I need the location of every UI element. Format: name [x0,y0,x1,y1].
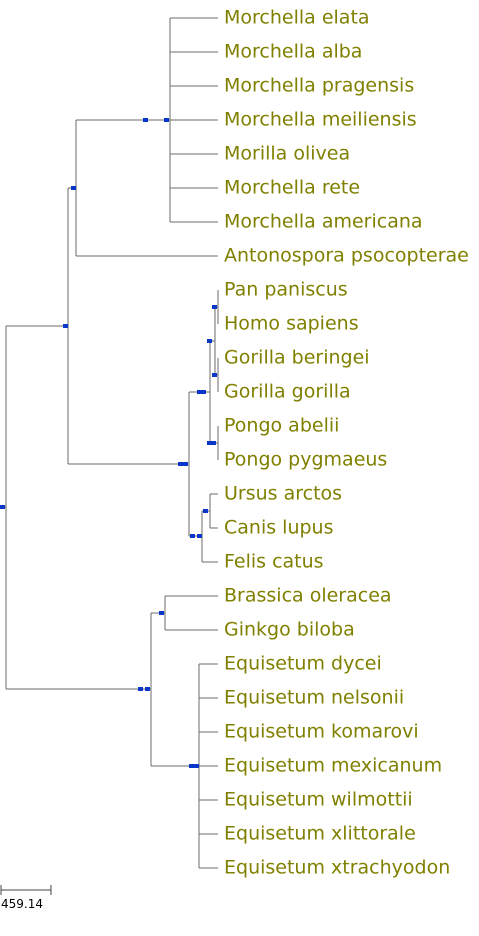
leaf-label: Canis lupus [224,517,334,539]
leaf-label: Equisetum xtrachyodon [224,857,450,879]
node-marker [178,462,188,466]
leaf-label: Pongo pygmaeus [224,449,387,471]
leaf-label: Gorilla gorilla [224,381,351,403]
leaf-label: Ursus arctos [224,483,342,505]
leaf-label: Morchella rete [224,177,360,199]
leaf-label: Morchella alba [224,41,362,63]
node-marker [212,305,217,309]
leaf-label: Morchella meiliensis [224,109,417,131]
leaf-label: Equisetum wilmottii [224,789,413,811]
node-marker [197,390,206,394]
node-marker [63,324,68,328]
node-marker [71,186,76,190]
leaf-label: Equisetum mexicanum [224,755,442,777]
node-marker [138,687,143,691]
node-marker [143,118,148,122]
node-marker [159,611,164,615]
node-marker [0,505,5,509]
node-marker [164,118,169,122]
leaf-label: Ginkgo biloba [224,619,355,641]
leaf-label: Morchella elata [224,7,370,29]
leaf-labels: Morchella elata Morchella alba Morchella p… [224,7,469,879]
node-marker [203,509,208,513]
leaf-label: Pan paniscus [224,279,348,301]
leaf-label: Morilla olivea [224,143,350,165]
node-marker [207,441,216,445]
leaf-label: Felis catus [224,551,324,573]
scale-bar: 459.14 [0,885,52,911]
leaf-label: Equisetum dycei [224,653,382,675]
node-marker [212,373,217,377]
node-marker [197,534,202,538]
leaf-label: Homo sapiens [224,313,359,335]
leaf-label: Morchella pragensis [224,75,414,97]
leaf-label: Equisetum komarovi [224,721,419,743]
leaf-label: Antonospora psocopterae [224,245,469,267]
node-marker [190,534,195,538]
leaf-label: Equisetum nelsonii [224,687,404,709]
scale-bar-label: 459.14 [1,897,43,911]
leaf-label: Equisetum xlittorale [224,823,416,845]
leaf-label: Brassica oleracea [224,585,392,607]
tree-branches [2,17,219,869]
node-marker [189,764,199,768]
node-marker [207,339,212,343]
leaf-label: Gorilla beringei [224,347,370,369]
tree-nodes [0,118,217,768]
node-marker [145,687,150,691]
leaf-label: Pongo abelii [224,415,339,437]
leaf-label: Morchella americana [224,211,423,233]
